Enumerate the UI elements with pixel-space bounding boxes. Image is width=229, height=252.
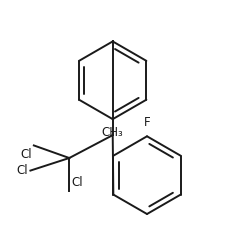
Text: Cl: Cl — [20, 148, 31, 161]
Text: CH₃: CH₃ — [101, 126, 123, 139]
Text: Cl: Cl — [16, 164, 28, 177]
Text: F: F — [143, 116, 150, 130]
Text: Cl: Cl — [71, 176, 83, 189]
